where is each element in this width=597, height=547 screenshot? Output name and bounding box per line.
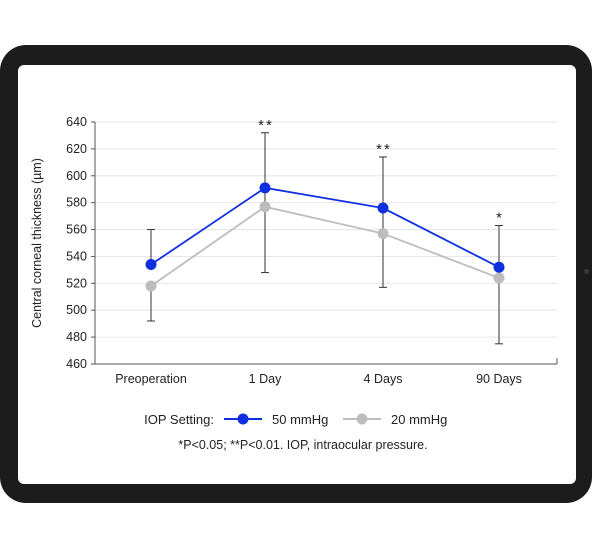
y-tick-label-560: 560 [66,223,87,237]
x-tick-label-1: 1 Day [249,372,282,386]
y-tick-label-620: 620 [66,142,87,156]
data-point-1-2 [377,228,389,240]
data-point-0-0 [145,259,157,271]
y-tick-label-600: 600 [66,169,87,183]
significance-marker-3: * [496,210,504,227]
y-tick-label-500: 500 [66,303,87,317]
data-points [145,182,505,292]
y-tick-label-520: 520 [66,276,87,290]
x-tick-label-3: 90 Days [476,372,522,386]
y-tick-labels: 460 480 500 520 540 560 580 600 620 640 [66,115,87,371]
legend-title: IOP Setting: [144,412,214,427]
data-point-1-0 [145,280,157,292]
significance-marker-2: ** [376,141,392,158]
legend: IOP Setting: 50 mmHg 20 mmHg [144,412,447,427]
y-axis-label: Central corneal thickness (µm) [30,158,44,328]
series-line-1 [150,205,500,287]
legend-label-20: 20 mmHg [391,412,447,427]
data-point-0-2 [377,202,389,214]
x-tick-label-0: Preoperation [115,372,187,386]
y-tick-label-580: 580 [66,196,87,210]
tablet-screen [18,65,576,484]
grid-lines [95,121,557,338]
axes [91,121,558,365]
legend-swatch-marker-20 [356,413,368,425]
camera-dot [584,269,589,274]
y-tick-label-460: 460 [66,357,87,371]
error-bars [147,132,503,345]
significance-markers: ***** [258,117,504,227]
significance-marker-1: ** [258,117,274,134]
y-tick-label-640: 640 [66,115,87,129]
series-lines [150,186,500,287]
x-tick-label-2: 4 Days [364,372,403,386]
legend-swatch-marker-50 [237,413,249,425]
data-point-1-1 [259,201,271,213]
y-tick-label-480: 480 [66,330,87,344]
y-tick-label-540: 540 [66,249,87,263]
legend-label-50: 50 mmHg [272,412,328,427]
x-tick-labels: Preoperation 1 Day 4 Days 90 Days [115,372,522,386]
data-point-0-3 [493,261,505,273]
data-point-1-3 [493,272,505,284]
tablet-frame [0,45,592,503]
data-point-0-1 [259,182,271,194]
footnote: *P<0.05; **P<0.01. IOP, intraocular pres… [178,438,427,452]
series-line-0 [150,186,500,269]
